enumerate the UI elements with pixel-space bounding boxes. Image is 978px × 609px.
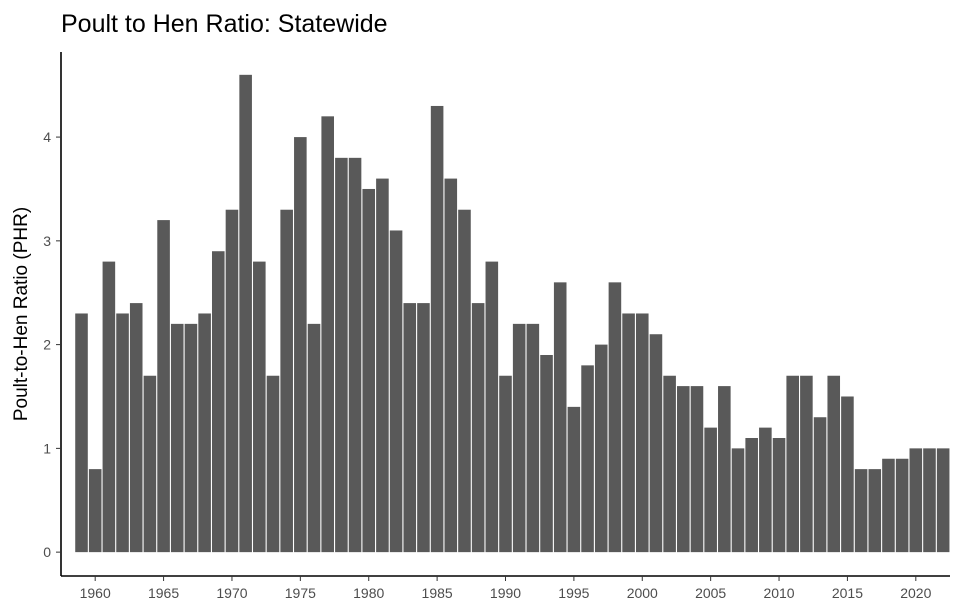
bar-2020 (909, 448, 923, 553)
bar-1999 (622, 313, 635, 553)
bar-2010 (772, 438, 786, 553)
bar-2009 (759, 427, 772, 553)
bar-2006 (718, 386, 731, 553)
bar-1982 (389, 230, 403, 553)
bar-1960 (88, 469, 102, 553)
x-tick-label: 1990 (490, 585, 521, 601)
bar-1990 (499, 375, 512, 553)
y-tick-label: 3 (43, 233, 51, 249)
bar-1972 (253, 261, 266, 553)
x-tick-label: 2020 (900, 585, 931, 601)
y-tick-label: 1 (43, 440, 51, 456)
bar-1975 (294, 137, 307, 553)
x-tick-label: 1995 (558, 585, 589, 601)
x-tick-label: 2005 (695, 585, 726, 601)
bar-1970 (225, 209, 239, 553)
bar-2011 (786, 375, 799, 553)
bar-1963 (129, 303, 143, 553)
x-axis-ticks: 1960 1965 1970 1975 1980 1985 1990 1995 2000 2005… (80, 576, 932, 601)
bar-2018 (882, 458, 895, 553)
bar-2005 (704, 427, 717, 553)
bar-2000 (635, 313, 649, 553)
bar-2003 (677, 386, 690, 553)
bar-2007 (731, 448, 745, 553)
bar-1978 (335, 157, 348, 553)
y-tick-label: 0 (43, 544, 51, 560)
bar-2014 (827, 375, 841, 553)
bar-1965 (157, 220, 170, 553)
bar-1959 (75, 313, 88, 553)
bar-1968 (198, 313, 211, 553)
bar-2004 (690, 386, 704, 553)
bar-1979 (348, 157, 362, 553)
bar-1986 (444, 178, 458, 553)
bar-2001 (649, 334, 663, 553)
bar-1981 (376, 178, 389, 553)
y-axis-ticks: 0 1 2 3 4 (43, 129, 61, 560)
bar-1984 (417, 303, 430, 553)
bar-1976 (307, 323, 321, 553)
bar-1994 (553, 282, 567, 553)
x-tick-label: 2010 (763, 585, 794, 601)
bar-1993 (540, 354, 553, 553)
bar-2021 (923, 448, 936, 553)
x-tick-label: 1960 (80, 585, 111, 601)
bar-1966 (170, 323, 184, 553)
bar-1997 (594, 344, 608, 553)
bar-1974 (280, 209, 293, 553)
x-tick-label: 1965 (148, 585, 179, 601)
bar-2015 (841, 396, 854, 553)
bar-1995 (567, 406, 581, 553)
bars-group (75, 74, 950, 553)
x-tick-label: 2015 (832, 585, 863, 601)
y-tick-label: 4 (43, 129, 51, 145)
y-axis-title: Poult-to-Hen Ratio (PHR) (11, 207, 32, 421)
x-tick-label: 2000 (627, 585, 658, 601)
bar-1988 (471, 303, 485, 553)
bar-1983 (403, 303, 417, 553)
bar-1987 (458, 209, 471, 553)
bar-1996 (581, 365, 594, 553)
bar-2013 (813, 417, 827, 553)
x-tick-label: 1985 (422, 585, 453, 601)
bar-2012 (800, 375, 813, 553)
bar-1969 (211, 251, 225, 553)
bar-2019 (895, 458, 909, 553)
y-tick-label: 2 (43, 337, 51, 353)
bar-1967 (184, 323, 198, 553)
bar-1977 (321, 116, 334, 553)
bar-1973 (266, 375, 280, 553)
bar-2022 (936, 448, 950, 553)
bar-2017 (868, 469, 882, 553)
bar-1998 (608, 282, 622, 553)
bar-1980 (362, 188, 376, 553)
bar-2002 (663, 375, 676, 553)
bar-2008 (745, 438, 758, 553)
bar-1992 (526, 323, 540, 553)
bar-2016 (854, 469, 868, 553)
chart-title: Poult to Hen Ratio: Statewide (61, 10, 388, 38)
bar-1991 (512, 323, 526, 553)
x-tick-label: 1980 (353, 585, 384, 601)
x-tick-label: 1975 (285, 585, 316, 601)
bar-1961 (102, 261, 116, 553)
bar-1989 (485, 261, 499, 553)
x-tick-label: 1970 (216, 585, 247, 601)
bar-1971 (239, 74, 252, 553)
bar-1985 (430, 105, 444, 553)
bar-1962 (116, 313, 129, 553)
bar-1964 (143, 375, 157, 553)
